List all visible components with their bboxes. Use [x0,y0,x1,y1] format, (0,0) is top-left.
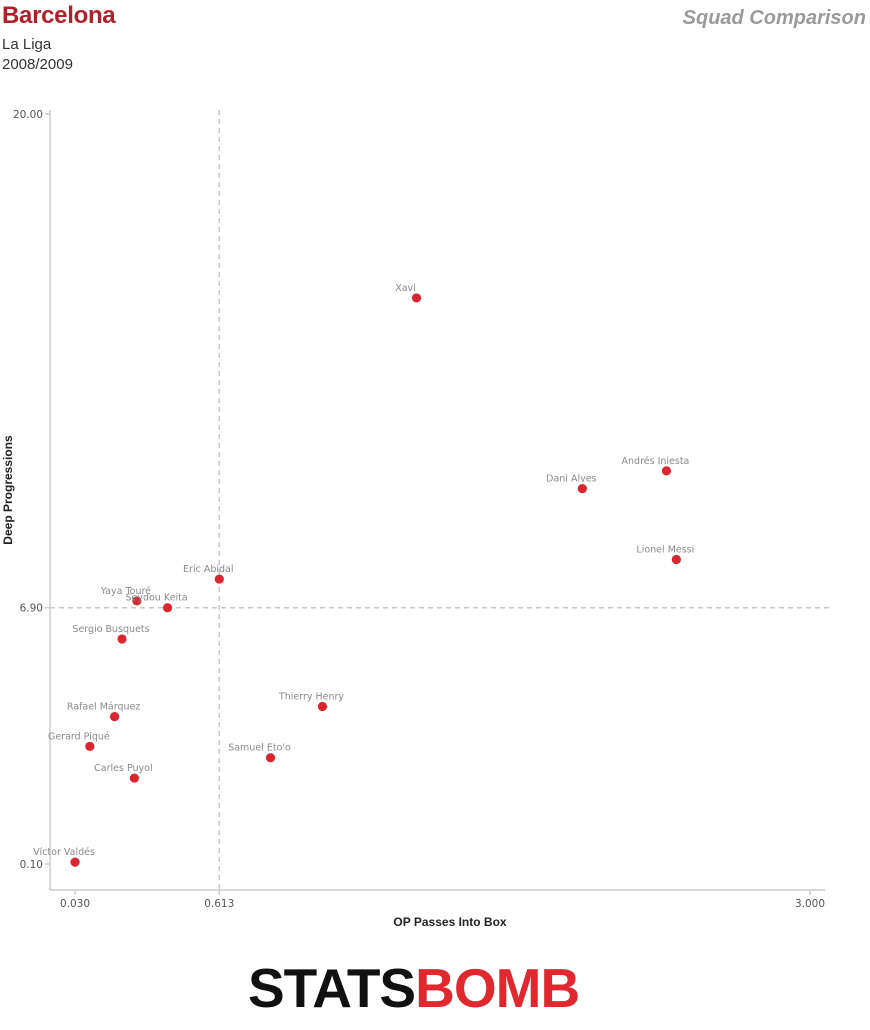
point-label: Gerard Piqué [48,731,110,742]
data-point [411,293,422,303]
data-point [671,554,681,565]
data-point [317,701,328,712]
y-axis-title: Deep Progressions [1,435,15,545]
x-tick-label: 3.000 [795,898,825,910]
y-tick-label: 20.00 [13,109,43,121]
statsbomb-logo: STATS BOMB [248,957,580,1019]
data-point [109,712,120,722]
data-point [129,773,139,783]
point-label: Víctor Valdés [33,847,95,858]
data-point [85,741,95,752]
data-point [132,596,142,606]
view-title: Squad Comparison [682,7,866,29]
data-point [214,574,224,584]
point-label: Yaya Touré [100,586,151,597]
x-tick-label: 0.613 [204,898,234,910]
point-label: Seydou Keita [125,593,187,604]
data-point [117,634,127,644]
point-label: Carles Puyol [94,763,152,774]
data-point [70,857,80,867]
point-label: Xavi [395,283,416,294]
point-label: Samuel Eto'o [228,743,291,754]
x-tick-label: 0.030 [60,898,90,910]
point-label: Andrés Iniesta [622,456,690,467]
data-point [265,753,276,763]
scatter-chart: 0.10 6.90 20.00 0.030 0.613 3.000 OP Passes In… [1,109,830,929]
team-title: Barcelona [2,2,116,29]
x-axis-title: OP Passes Into Box [393,915,506,929]
point-label: Dani Alves [546,474,596,485]
y-tick-label: 6.90 [20,603,43,615]
data-point [577,484,587,494]
point-label: Thierry Henry [278,691,345,702]
data-point [162,603,173,613]
y-tick-label: 0.10 [20,859,43,871]
point-label: Rafael Márquez [67,702,141,713]
league-label: La Liga [2,36,52,53]
logo-text-stats: STATS [248,957,416,1019]
point-label: Eric Abidal [183,564,233,575]
point-label: Lionel Messi [636,544,694,555]
season-label: 2008/2009 [2,56,73,73]
logo-text-bomb: BOMB [415,957,580,1019]
point-label: Sergio Busquets [72,624,149,635]
data-point [661,466,672,476]
